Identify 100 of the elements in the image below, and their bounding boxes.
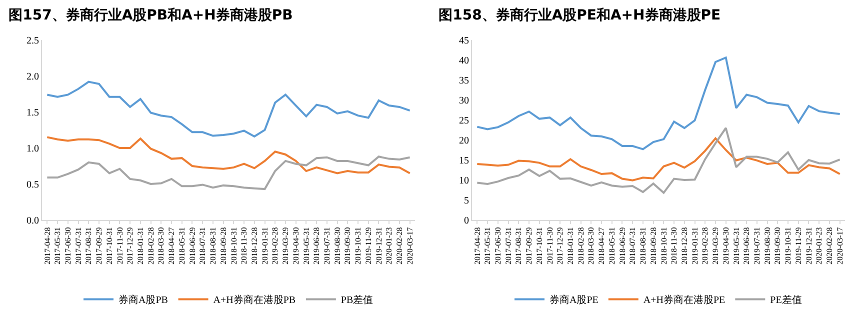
x-tick-label: 2020-01-23 (814, 227, 824, 265)
x-tick-label: 2017-10-31 (104, 227, 114, 265)
x-tick-label: 2018-02-28 (576, 227, 586, 265)
x-tick-label: 2020-03-17 (835, 227, 844, 265)
x-tick-label: 2017-04-28 (42, 227, 52, 265)
x-tick-label: 2019-08-30 (332, 227, 342, 265)
legend-label: A+H券商在港股PB (213, 294, 296, 306)
x-tick-label: 2019-01-31 (690, 227, 700, 265)
y-tick-label: 30 (459, 96, 469, 106)
x-tick-label: 2019-03-29 (711, 227, 720, 265)
y-tick-label: 5 (464, 196, 469, 206)
x-tick-label: 2017-10-31 (534, 227, 544, 265)
y-tick-label: 1.5 (26, 108, 39, 118)
x-tick-label: 2018-04-27 (167, 227, 176, 265)
x-tick-label: 2018-07-31 (628, 227, 638, 265)
x-tick-label: 2020-02-28 (825, 227, 834, 265)
x-tick-label: 2019-04-30 (721, 227, 730, 265)
legend-label: 券商A股PE (550, 294, 598, 306)
y-tick-label: 10 (459, 176, 469, 186)
chart-title: 图157、券商行业A股PB和A+H券商港股PB (8, 6, 293, 24)
legend-label: PB差值 (340, 294, 374, 306)
line-series (46, 136, 411, 174)
x-tick-label: 2019-05-31 (302, 227, 311, 265)
x-tick-label: 2019-12-31 (374, 227, 384, 265)
legend-label: 券商A股PB (118, 294, 168, 306)
x-tick-label: 2019-03-29 (281, 227, 290, 265)
x-tick-label: 2019-07-31 (322, 227, 332, 265)
y-tick-label: 45 (459, 36, 469, 46)
x-tick-label: 2017-07-31 (504, 227, 513, 265)
x-tick-label: 2017-05-31 (53, 227, 62, 265)
y-tick-label: 25 (459, 116, 469, 126)
line-series (46, 156, 411, 190)
x-tick-label: 2018-06-29 (618, 227, 627, 265)
line-series (476, 127, 841, 194)
y-tick-label: 40 (459, 56, 469, 66)
y-tick-label: 0 (464, 216, 469, 226)
x-tick-label: 2019-04-30 (291, 227, 300, 265)
x-tick-label: 2018-12-28 (680, 227, 689, 265)
x-tick-label: 2019-10-31 (784, 227, 793, 265)
x-tick-label: 2017-12-29 (556, 227, 565, 265)
x-tick-label: 2019-06-28 (312, 227, 322, 265)
x-tick-label: 2018-10-31 (229, 227, 238, 265)
x-tick-label: 2019-09-30 (343, 227, 352, 265)
x-tick-label: 2019-08-30 (762, 227, 772, 265)
x-tick-label: 2017-09-29 (94, 227, 104, 265)
x-tick-label: 2018-05-31 (177, 227, 186, 265)
x-tick-label: 2020-02-28 (395, 227, 404, 265)
x-tick-label: 2018-08-31 (208, 227, 218, 265)
x-tick-label: 2017-06-30 (64, 227, 72, 265)
x-tick-label: 2019-12-31 (804, 227, 814, 265)
x-tick-label: 2018-04-27 (597, 227, 606, 265)
y-tick-label: 15 (459, 156, 469, 166)
x-tick-label: 2018-08-31 (638, 227, 648, 265)
x-tick-label: 2017-12-29 (126, 227, 135, 265)
line-series (46, 80, 411, 138)
y-tick-label: 35 (459, 76, 469, 86)
x-tick-label: 2017-09-29 (524, 227, 534, 265)
x-tick-label: 2018-03-30 (156, 227, 166, 265)
chart-title: 图158、券商行业A股PE和A+H券商港股PE (438, 6, 721, 24)
x-tick-label: 2018-11-30 (670, 227, 679, 264)
legend-label: A+H券商在港股PE (643, 294, 726, 306)
x-tick-label: 2019-01-31 (260, 227, 270, 265)
x-tick-label: 2017-11-30 (545, 227, 554, 264)
x-tick-label: 2018-05-31 (607, 227, 616, 265)
x-tick-label: 2017-08-31 (84, 227, 94, 265)
x-tick-label: 2017-04-28 (472, 227, 482, 265)
x-tick-label: 2019-11-29 (364, 227, 373, 264)
y-tick-label: 1.0 (26, 144, 39, 154)
x-tick-label: 2019-10-31 (354, 227, 363, 265)
x-tick-label: 2017-06-30 (494, 227, 502, 265)
y-tick-label: 2.0 (26, 72, 39, 82)
y-tick-label: 0.5 (26, 180, 39, 190)
y-tick-label: 20 (459, 136, 469, 146)
x-tick-label: 2018-09-28 (218, 227, 228, 265)
legend-label: PE差值 (770, 294, 802, 306)
x-tick-label: 2020-03-17 (405, 227, 414, 265)
x-tick-label: 2018-06-29 (188, 227, 197, 265)
line-series (476, 56, 841, 150)
y-tick-label: 0.0 (26, 216, 39, 226)
x-tick-label: 2018-09-28 (648, 227, 658, 265)
x-tick-label: 2017-05-31 (483, 227, 492, 265)
x-tick-label: 2017-11-30 (115, 227, 124, 264)
x-tick-label: 2018-11-30 (240, 227, 249, 264)
x-tick-label: 2018-10-31 (659, 227, 668, 265)
x-tick-label: 2019-05-31 (732, 227, 741, 265)
x-tick-label: 2017-07-31 (74, 227, 83, 265)
y-tick-label: 2.5 (26, 36, 39, 46)
x-tick-label: 2018-12-28 (250, 227, 259, 265)
x-tick-label: 2018-01-31 (136, 227, 146, 265)
x-tick-label: 2019-07-31 (752, 227, 762, 265)
x-tick-label: 2017-08-31 (514, 227, 524, 265)
x-tick-label: 2019-11-29 (794, 227, 803, 264)
x-tick-label: 2018-01-31 (566, 227, 576, 265)
x-tick-label: 2018-02-28 (146, 227, 156, 265)
x-tick-label: 2018-03-30 (586, 227, 596, 265)
x-tick-label: 2020-01-23 (384, 227, 394, 265)
x-tick-label: 2019-02-28 (700, 227, 710, 265)
x-tick-label: 2019-02-28 (270, 227, 280, 265)
line-series (476, 137, 841, 182)
x-tick-label: 2019-09-30 (773, 227, 782, 265)
